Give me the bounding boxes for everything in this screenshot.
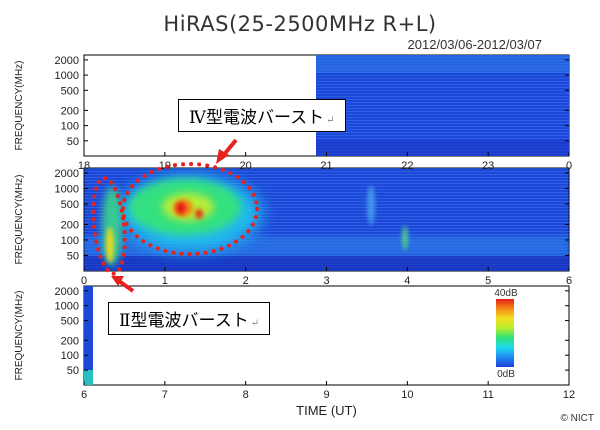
panel-top (83, 54, 570, 157)
y-tick-label: 200 (61, 335, 79, 347)
spectrogram-top-band (316, 55, 569, 73)
y-axis-label: FREQUENCY(MHz) (14, 291, 25, 381)
spectrogram-bottom-low (84, 370, 93, 385)
x-tick-label: 7 (162, 389, 168, 401)
x-tick-label: 8 (243, 389, 249, 401)
burst-minor-1 (367, 185, 375, 225)
type2-arrow (117, 279, 135, 293)
spectrogram-top-lowband (316, 140, 569, 156)
x-axis-label: TIME (UT) (296, 403, 357, 418)
colorbar-gradient (496, 299, 514, 367)
date-range: 2012/03/06-2012/03/07 (407, 37, 542, 52)
x-tick-label: 6 (81, 389, 87, 401)
spectrogram-bottom-data (84, 286, 93, 385)
colorbar: 40dB 0dB (494, 288, 518, 380)
y-tick-label: 500 (61, 85, 79, 97)
type4-annotation-label: Ⅳ型電波バースト (189, 108, 325, 128)
x-tick-label: 2 (243, 275, 249, 287)
y-tick-label: 100 (61, 350, 79, 362)
copyright: © NICT (560, 413, 594, 424)
burst-type2-yellow (106, 227, 114, 263)
x-tick-label: 11 (482, 389, 493, 401)
y-tick-label: 100 (61, 121, 79, 133)
y-tick-label: 50 (67, 250, 79, 262)
x-tick-label: 6 (566, 275, 572, 287)
burst-type4-core (176, 202, 186, 214)
x-tick-label: 18 (78, 160, 90, 172)
x-tick-label: 10 (401, 389, 413, 401)
y-axis-label: FREQUENCY(MHz) (14, 61, 25, 151)
type4-annotation-box: Ⅳ型電波バースト ↵ (178, 99, 346, 132)
colorbar-min-label: 0dB (497, 369, 515, 380)
type2-annotation-label: Ⅱ型電波バースト (119, 311, 249, 331)
y-axis-label: FREQUENCY(MHz) (14, 175, 25, 265)
x-tick-label: 9 (323, 389, 329, 401)
x-tick-label: 4 (404, 275, 410, 287)
y-tick-label: 1000 (55, 70, 79, 82)
type2-return-mark: ↵ (250, 318, 260, 329)
chart-title: HiRAS(25-2500MHz R+L) (163, 12, 437, 36)
type2-dotted-ellipse (91, 176, 127, 276)
y-tick-label: 200 (61, 105, 79, 117)
y-tick-label: 2000 (55, 168, 79, 180)
y-tick-label: 2000 (55, 55, 79, 67)
y-tick-label: 2000 (55, 286, 79, 298)
x-tick-label: 0 (81, 275, 87, 287)
type4-arrowhead (216, 149, 229, 164)
y-tick-label: 100 (61, 235, 79, 247)
x-tick-label: 19 (159, 160, 171, 172)
burst-type4-core2 (195, 209, 203, 219)
type4-return-mark: ↵ (326, 115, 335, 126)
panel-middle (83, 167, 570, 272)
annotation-markers (91, 138, 259, 293)
x-tick-label: 5 (485, 275, 491, 287)
y-tick-label: 1000 (55, 183, 79, 195)
type4-dotted-ellipse (121, 162, 259, 256)
colorbar-max-label: 40dB (494, 288, 518, 299)
x-tick-label: 12 (563, 389, 575, 401)
x-tick-label: 22 (401, 160, 413, 172)
x-tick-label: 0 (566, 160, 572, 172)
burst-minor-2 (402, 226, 408, 250)
spectrogram-mid-lowband (84, 256, 569, 271)
y-tick-label: 200 (61, 219, 79, 231)
x-tick-label: 23 (482, 160, 494, 172)
y-tick-label: 50 (67, 365, 79, 377)
y-tick-label: 50 (67, 136, 79, 148)
type2-annotation-box: Ⅱ型電波バースト ↵ (108, 302, 271, 335)
y-tick-label: 500 (61, 199, 79, 211)
y-tick-label: 1000 (55, 301, 79, 313)
x-tick-label: 1 (162, 275, 168, 287)
x-tick-label: 20 (240, 160, 252, 172)
type2-arrowhead (111, 276, 124, 286)
x-tick-label: 21 (320, 160, 332, 172)
x-tick-label: 3 (323, 275, 329, 287)
y-tick-label: 500 (61, 316, 79, 328)
